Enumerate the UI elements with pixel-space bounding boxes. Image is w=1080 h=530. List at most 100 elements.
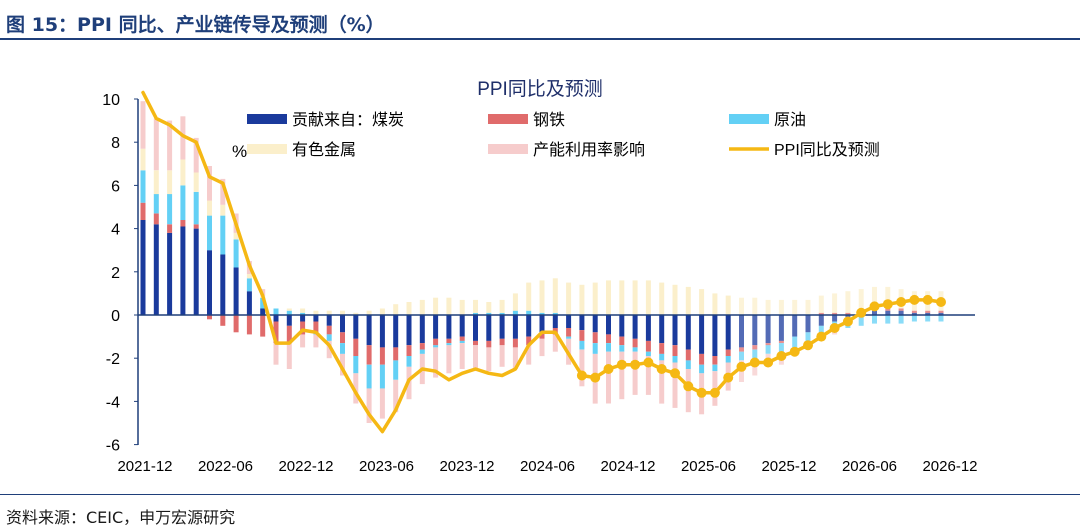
bar-oil-2022-03 bbox=[180, 185, 186, 220]
bar-metals-2025-04 bbox=[672, 284, 678, 315]
bar-steel-2025-10 bbox=[752, 345, 758, 350]
bar-coal-2023-01 bbox=[313, 315, 319, 322]
bar-oil-2024-10 bbox=[592, 343, 598, 354]
bar-oil-2025-08 bbox=[725, 356, 731, 363]
ppi-point-2026-01 bbox=[789, 346, 800, 357]
bar-coal-2026-02 bbox=[805, 315, 811, 333]
bar-coal-2025-02 bbox=[645, 315, 651, 341]
bar-oil-2025-09 bbox=[739, 351, 744, 361]
x-tick-label: 2025-12 bbox=[761, 458, 816, 475]
bar-oil-2022-06 bbox=[220, 215, 226, 255]
bar-oil-2023-08 bbox=[406, 356, 412, 367]
bar-oil-2025-12 bbox=[778, 343, 784, 354]
bar-metals-2024-06 bbox=[539, 280, 545, 313]
bar-metals-2022-06 bbox=[220, 204, 226, 216]
bar-coal-2023-12 bbox=[459, 315, 465, 337]
bar-oil-2023-07 bbox=[393, 360, 399, 380]
bar-capacity-2022-11 bbox=[286, 343, 292, 369]
bar-coal-2024-08 bbox=[566, 315, 572, 328]
bar-coal-2024-03 bbox=[499, 315, 505, 339]
bar-capacity-2025-02 bbox=[645, 356, 651, 395]
bar-capacity-2023-12 bbox=[459, 343, 465, 369]
bar-steel-2026-04 bbox=[832, 312, 838, 315]
legend-label-capacity: 产能利用率影响 bbox=[533, 141, 645, 159]
bar-capacity-2025-01 bbox=[632, 351, 638, 395]
ppi-point-2025-07 bbox=[709, 387, 720, 398]
y-tick-label: 6 bbox=[111, 178, 120, 195]
bar-steel-2025-07 bbox=[712, 356, 718, 365]
bar-steel-2024-08 bbox=[566, 328, 572, 337]
bar-coal-2025-09 bbox=[739, 315, 744, 348]
bar-steel-2025-01 bbox=[632, 338, 638, 348]
bar-oil-2026-08 bbox=[885, 315, 891, 324]
y-tick-label: 8 bbox=[111, 135, 120, 152]
bar-metals-2022-07 bbox=[233, 232, 239, 240]
bar-oil-2022-11 bbox=[286, 310, 292, 315]
x-tick-label: 2026-12 bbox=[922, 458, 977, 475]
legend-swatch-coal bbox=[247, 114, 287, 124]
bar-steel-2021-12 bbox=[140, 202, 146, 220]
bar-oil-2024-09 bbox=[579, 340, 585, 350]
bar-steel-2022-05 bbox=[207, 315, 212, 320]
bar-coal-2021-12 bbox=[140, 220, 146, 315]
bar-steel-2023-05 bbox=[366, 345, 372, 365]
bar-coal-2024-12 bbox=[619, 315, 625, 337]
bar-steel-2025-06 bbox=[699, 353, 705, 365]
bar-capacity-2023-05 bbox=[366, 388, 372, 423]
ppi-point-2025-03 bbox=[656, 364, 667, 374]
ppi-point-2026-07 bbox=[869, 301, 880, 312]
bar-capacity-2024-09 bbox=[579, 349, 585, 387]
bar-metals-2021-12 bbox=[140, 148, 146, 171]
bar-coal-2023-06 bbox=[379, 315, 385, 348]
bar-metals-2024-10 bbox=[592, 282, 598, 315]
bar-oil-2022-04 bbox=[193, 191, 199, 225]
bar-capacity-2023-11 bbox=[446, 345, 452, 374]
bar-metals-2026-08 bbox=[885, 286, 891, 309]
bar-coal-2022-08 bbox=[246, 291, 252, 315]
bar-oil-2023-12 bbox=[459, 340, 465, 344]
bar-steel-2022-10 bbox=[273, 321, 279, 344]
bar-metals-2024-08 bbox=[566, 282, 572, 315]
bar-oil-2026-03 bbox=[818, 325, 824, 337]
bar-coal-2022-10 bbox=[273, 315, 279, 322]
bar-oil-2022-08 bbox=[246, 278, 252, 292]
bar-coal-2023-03 bbox=[340, 315, 345, 333]
x-tick-label: 2025-06 bbox=[681, 458, 736, 475]
y-tick-label: -6 bbox=[106, 438, 120, 455]
bar-metals-2022-04 bbox=[193, 172, 199, 192]
bar-metals-2023-06 bbox=[379, 308, 385, 315]
bar-steel-2023-11 bbox=[446, 338, 452, 344]
bar-oil-2023-06 bbox=[379, 364, 385, 389]
bar-steel-2024-12 bbox=[619, 336, 625, 346]
y-axis-unit: % bbox=[232, 142, 247, 161]
ppi-point-2026-08 bbox=[882, 299, 893, 310]
bar-steel-2025-02 bbox=[645, 340, 651, 352]
bar-steel-2026-03 bbox=[818, 312, 824, 315]
bar-capacity-2022-12 bbox=[300, 334, 306, 348]
bar-oil-2025-02 bbox=[645, 351, 651, 356]
bar-oil-2025-10 bbox=[752, 349, 758, 359]
bar-metals-2026-03 bbox=[818, 295, 824, 313]
ppi-point-2025-02 bbox=[643, 357, 654, 368]
legend-label-ppi: PPI同比及预测 bbox=[774, 141, 880, 159]
bar-coal-2026-04 bbox=[832, 315, 838, 322]
bar-steel-2024-09 bbox=[579, 330, 585, 341]
bar-metals-2023-09 bbox=[419, 299, 425, 315]
x-tick-label: 2026-06 bbox=[842, 458, 897, 475]
legend-label-coal: 贡献来自：煤炭 bbox=[292, 111, 404, 129]
bar-capacity-2023-07 bbox=[393, 379, 399, 413]
x-tick-label: 2022-06 bbox=[198, 458, 253, 475]
bar-steel-2023-01 bbox=[313, 321, 319, 333]
bar-coal-2025-01 bbox=[632, 315, 638, 339]
bar-steel-2024-06 bbox=[539, 332, 545, 339]
bar-metals-2023-12 bbox=[459, 299, 465, 315]
ppi-point-2026-12 bbox=[936, 297, 946, 307]
bar-oil-2024-02 bbox=[486, 312, 492, 315]
ppi-point-2025-10 bbox=[749, 357, 760, 368]
bar-steel-2023-12 bbox=[459, 336, 465, 341]
bar-oil-2026-11 bbox=[925, 315, 931, 322]
bar-capacity-2022-03 bbox=[180, 116, 186, 160]
bar-oil-2022-10 bbox=[273, 308, 279, 315]
bar-metals-2024-11 bbox=[606, 280, 611, 315]
bar-metals-2025-05 bbox=[685, 286, 691, 315]
